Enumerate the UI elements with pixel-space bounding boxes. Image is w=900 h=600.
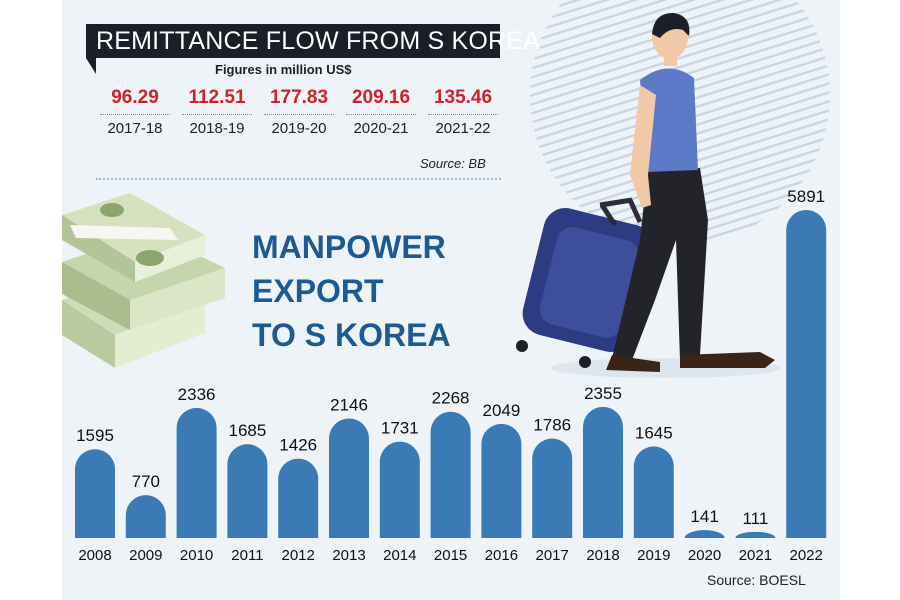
- divider: [346, 114, 416, 116]
- category-label: 2010: [180, 547, 213, 564]
- category-label: 2021: [739, 547, 772, 564]
- category-label: 2018: [586, 547, 619, 564]
- bar-value-label: 2146: [330, 396, 368, 415]
- category-label: 2012: [282, 547, 315, 564]
- bar: [583, 406, 623, 538]
- bar: [633, 446, 674, 538]
- remittance-value: 209.16: [351, 87, 411, 108]
- divider: [264, 114, 334, 116]
- remittance-value: 96.29: [111, 87, 159, 108]
- divider: [182, 114, 252, 116]
- bar-value-label: 1731: [381, 419, 419, 438]
- bar-value-label: 2336: [178, 385, 216, 404]
- chart-title-line: MANPOWER: [252, 229, 446, 265]
- category-label: 2015: [434, 547, 467, 564]
- remittance-subtitle: Figures in million US$: [215, 62, 352, 77]
- remittance-table: 96.29 2017-18 112.51 2018-19 177.83 2019…: [96, 86, 511, 146]
- chart-source: Source: BOESL: [707, 572, 806, 588]
- remittance-item: 112.51 2018-19: [178, 86, 256, 140]
- bar-value-label: 141: [690, 507, 718, 526]
- category-label: 2022: [790, 547, 823, 564]
- category-label: 2019: [637, 547, 670, 564]
- chart-title-line: TO S KOREA: [252, 317, 451, 353]
- bar-value-label: 1426: [279, 436, 317, 455]
- bar: [532, 438, 573, 538]
- traveler-icon: [516, 12, 780, 378]
- bar: [176, 407, 217, 538]
- category-label: 2020: [688, 547, 721, 564]
- chart-title: MANPOWER EXPORT TO S KOREA: [252, 225, 451, 357]
- bar: [125, 495, 166, 538]
- bar-value-label: 1786: [533, 416, 571, 435]
- divider: [100, 114, 170, 116]
- category-label: 2008: [78, 547, 111, 564]
- remittance-value: 135.46: [433, 87, 493, 108]
- remittance-year: 2019-20: [271, 120, 327, 137]
- remittance-item: 209.16 2020-21: [342, 86, 420, 140]
- bar-value-label: 1685: [228, 421, 266, 440]
- remittance-item: 177.83 2019-20: [260, 86, 338, 140]
- remittance-year: 2017-18: [107, 120, 163, 137]
- section-divider: [96, 178, 501, 180]
- bar: [278, 458, 319, 538]
- banner-fold: [86, 58, 96, 74]
- category-label: 2011: [231, 547, 263, 564]
- bar-value-label: 2049: [482, 401, 520, 420]
- bar-value-label: 2355: [584, 384, 622, 403]
- bar-value-label: 111: [742, 509, 768, 528]
- remittance-title: REMITTANCE FLOW FROM S KOREA: [86, 24, 540, 58]
- remittance-value: 112.51: [188, 87, 246, 108]
- category-label: 2014: [383, 547, 416, 564]
- remittance-value: 177.83: [269, 87, 329, 108]
- bar-value-label: 1595: [76, 426, 114, 445]
- bar-value-label: 770: [132, 472, 160, 491]
- bar: [786, 210, 827, 538]
- remittance-source: Source: BB: [420, 156, 486, 171]
- bar-value-label: 2268: [432, 389, 470, 408]
- category-label: 2017: [536, 547, 569, 564]
- bar: [75, 449, 115, 538]
- chart-title-line: EXPORT: [252, 273, 384, 309]
- category-label: 2013: [332, 547, 365, 564]
- bar: [329, 418, 369, 538]
- remittance-item: 135.46 2021-22: [424, 86, 502, 140]
- divider: [428, 114, 498, 116]
- bar-value-label: 5891: [787, 187, 825, 206]
- bar: [227, 444, 268, 538]
- bar: [379, 441, 420, 538]
- category-label: 2009: [129, 547, 162, 564]
- remittance-year: 2021-22: [435, 120, 491, 137]
- remittance-item: 96.29 2017-18: [96, 86, 174, 140]
- bar-value-label: 1645: [635, 423, 673, 442]
- remittance-year: 2018-19: [189, 120, 245, 137]
- bar: [481, 423, 522, 538]
- money-stack-icon: [62, 193, 225, 368]
- bar: [430, 411, 471, 538]
- remittance-year: 2020-21: [353, 120, 409, 137]
- bar: [735, 531, 776, 538]
- bar: [684, 530, 725, 538]
- category-label: 2016: [485, 547, 518, 564]
